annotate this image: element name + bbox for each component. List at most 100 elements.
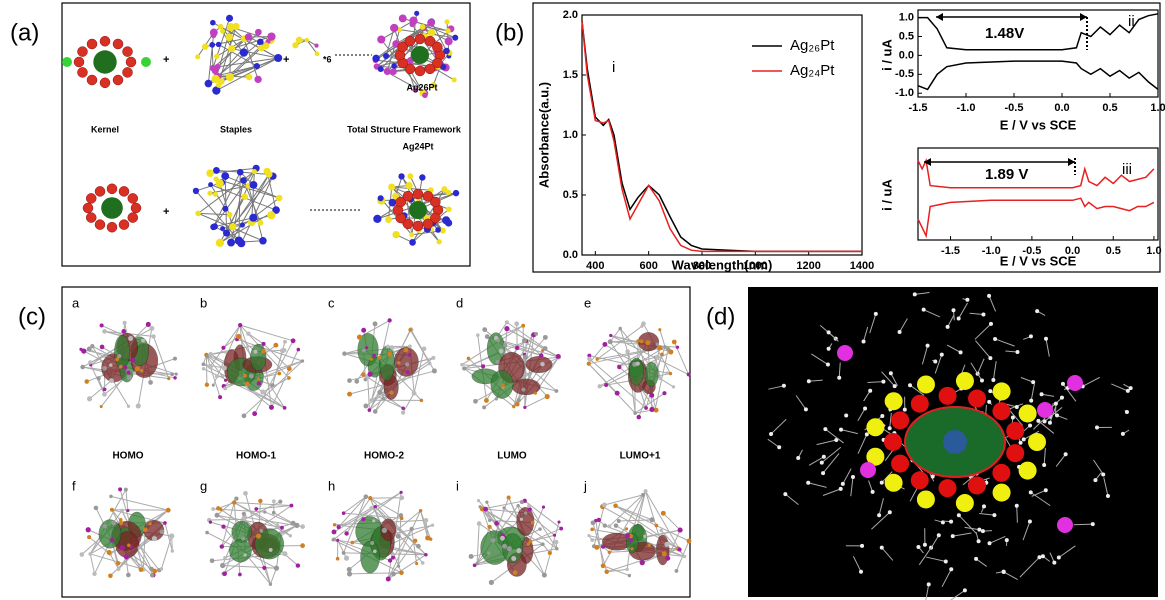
atom [391, 571, 396, 577]
atom [389, 390, 394, 395]
atom [475, 333, 480, 337]
atom [195, 54, 201, 60]
atom [295, 36, 303, 44]
orbital-lobe [502, 533, 524, 564]
atom [126, 572, 131, 578]
atom [268, 404, 274, 410]
annotation: 1.48V [985, 25, 1024, 42]
core [943, 430, 967, 454]
atom [218, 395, 223, 400]
atom [627, 573, 632, 578]
bond [608, 494, 644, 527]
atom [654, 523, 659, 528]
atom [430, 212, 441, 224]
atom [123, 554, 129, 560]
atom [484, 398, 489, 403]
hydrogen [806, 379, 811, 384]
atom [460, 362, 464, 367]
atom [427, 28, 436, 37]
hydrogen [916, 544, 921, 549]
atom [102, 387, 107, 392]
bond [808, 482, 827, 488]
bond [1055, 453, 1067, 467]
orbital-label: LUMO [497, 451, 527, 462]
atom [597, 384, 602, 389]
atom [221, 524, 226, 529]
bond [215, 65, 258, 80]
hydrogen [1043, 488, 1048, 493]
hydrogen [979, 378, 984, 383]
hydrogen [933, 359, 938, 364]
bond [402, 392, 415, 413]
bond [98, 378, 105, 395]
atom [204, 382, 210, 387]
atom [916, 490, 935, 509]
hydrogen [951, 308, 956, 313]
bond [869, 313, 877, 334]
atom [514, 345, 520, 351]
atom [253, 63, 260, 70]
caption: Kernel [91, 124, 119, 134]
bond [852, 556, 862, 572]
x-tick-label: 0.5 [1106, 245, 1121, 257]
atom [241, 193, 248, 200]
hydrogen [796, 455, 801, 460]
atom [192, 187, 200, 195]
caption: Ag26Pt [406, 82, 437, 92]
bond [1041, 393, 1055, 397]
bond [216, 57, 279, 92]
atom [275, 523, 280, 527]
atom [516, 548, 522, 554]
bond [964, 526, 980, 531]
bond [863, 326, 869, 342]
bond [662, 512, 681, 531]
atom [80, 364, 86, 370]
bond [212, 171, 241, 228]
atom [225, 33, 233, 42]
x-tick-label: 0.0 [1054, 102, 1069, 114]
bond [618, 519, 653, 522]
atom [639, 339, 644, 344]
bond [153, 336, 170, 379]
atom [372, 409, 378, 414]
atom [201, 362, 206, 367]
hydrogen [981, 312, 986, 317]
atom [149, 325, 155, 331]
atom [356, 334, 363, 340]
atom [241, 536, 246, 541]
atom [641, 492, 645, 497]
atom [388, 198, 397, 207]
atom [655, 342, 659, 347]
atom [81, 348, 87, 354]
x-tick-label: 1000 [743, 260, 767, 272]
hydrogen [1001, 569, 1006, 574]
atom [361, 372, 366, 377]
atom [274, 53, 283, 63]
atom [331, 529, 337, 535]
y-tick-label: 0.5 [563, 189, 578, 201]
bond [660, 530, 686, 557]
bond [979, 512, 995, 516]
atom [664, 541, 670, 548]
atom [99, 35, 111, 47]
atom [422, 92, 428, 99]
atom [102, 329, 107, 334]
atom [630, 547, 634, 551]
hydrogen [837, 375, 842, 380]
atom [428, 537, 433, 541]
hydrogen [887, 510, 892, 515]
y-tick-label: 1.0 [899, 11, 914, 23]
atom [367, 408, 372, 412]
bond [868, 480, 874, 493]
bond [276, 524, 291, 537]
atom [407, 173, 414, 180]
bond [610, 340, 639, 343]
atom [443, 47, 450, 55]
atom [866, 447, 885, 466]
atom [446, 206, 452, 213]
hydrogen [949, 519, 954, 524]
atom [377, 195, 384, 202]
atom [229, 223, 237, 231]
atom [586, 361, 591, 366]
bond [375, 43, 397, 59]
